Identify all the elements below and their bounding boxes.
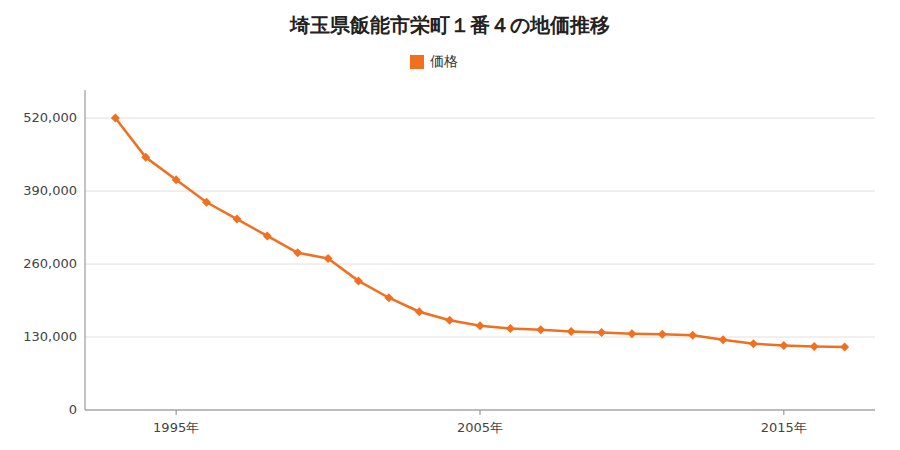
marker bbox=[506, 324, 515, 333]
marker bbox=[779, 341, 788, 350]
x-axis-line bbox=[85, 410, 875, 411]
marker bbox=[536, 325, 545, 334]
tick-label: 390,000 bbox=[23, 183, 77, 198]
tick-label: 0 bbox=[69, 402, 77, 417]
grid-line bbox=[85, 118, 875, 119]
marker bbox=[141, 153, 150, 162]
marker bbox=[384, 293, 393, 302]
marker bbox=[749, 339, 758, 348]
marker bbox=[597, 328, 606, 337]
grid-line bbox=[85, 337, 875, 338]
grid-line bbox=[85, 410, 875, 411]
marker bbox=[354, 276, 363, 285]
marker bbox=[293, 248, 302, 257]
tick-label: 130,000 bbox=[23, 329, 77, 344]
marker bbox=[445, 316, 454, 325]
tick-mark bbox=[783, 410, 784, 415]
marker bbox=[324, 254, 333, 263]
tick-mark bbox=[176, 410, 177, 415]
legend-swatch bbox=[410, 55, 424, 69]
marker bbox=[810, 342, 819, 351]
marker bbox=[840, 343, 849, 352]
tick-label: 2005年 bbox=[457, 420, 503, 435]
marker bbox=[202, 198, 211, 207]
marker bbox=[263, 231, 272, 240]
legend-label: 価格 bbox=[430, 53, 458, 69]
tick-mark bbox=[480, 410, 481, 415]
marker bbox=[719, 335, 728, 344]
marker bbox=[415, 307, 424, 316]
marker bbox=[567, 327, 576, 336]
line bbox=[115, 118, 844, 347]
chart: 埼玉県飯能市栄町１番４の地価推移 0 130,000 260,000 390,000 52… bbox=[0, 0, 900, 450]
y-axis-line bbox=[85, 90, 86, 410]
tick-label: 260,000 bbox=[23, 256, 77, 271]
grid-line bbox=[85, 264, 875, 265]
marker bbox=[688, 331, 697, 340]
marker bbox=[172, 175, 181, 184]
grid-line bbox=[85, 191, 875, 192]
x-axis: 1995年 2005年 2015年 bbox=[85, 410, 875, 435]
y-axis: 0 130,000 260,000 390,000 520,000 bbox=[23, 90, 85, 417]
marker bbox=[232, 215, 241, 224]
marker bbox=[627, 329, 636, 338]
tick-label: 1995年 bbox=[153, 420, 199, 435]
plot-area bbox=[111, 114, 849, 352]
tick-label: 520,000 bbox=[23, 110, 77, 125]
marker bbox=[476, 321, 485, 330]
grid bbox=[85, 118, 875, 410]
legend: 価格 bbox=[410, 53, 458, 69]
marker bbox=[111, 114, 120, 123]
title: 埼玉県飯能市栄町１番４の地価推移 bbox=[289, 13, 610, 37]
tick-label: 2015年 bbox=[761, 420, 807, 435]
marker bbox=[658, 330, 667, 339]
